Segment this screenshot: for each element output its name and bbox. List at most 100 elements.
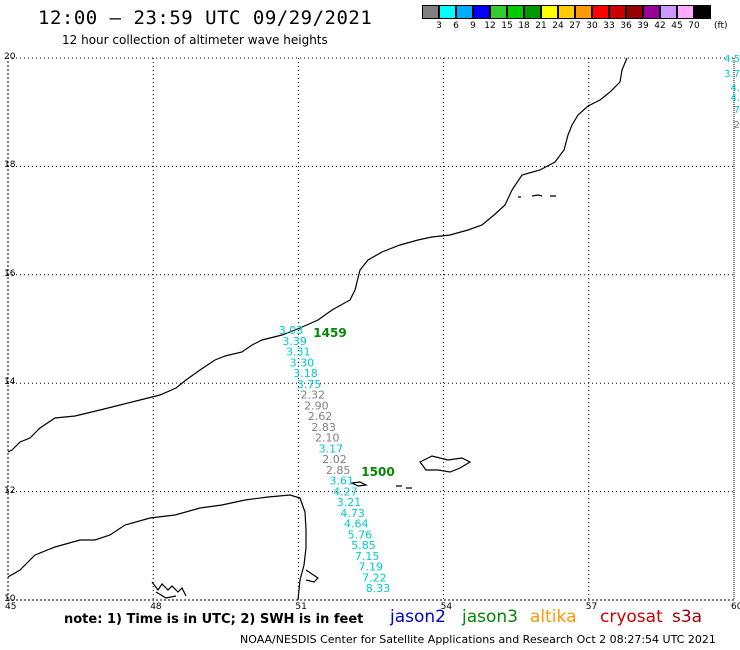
swh-reading: 4.27: [333, 485, 358, 498]
lon-tick-label: 45: [5, 602, 17, 612]
swh-reading: 7.15: [355, 550, 380, 563]
swh-reading: 3.03: [279, 324, 304, 337]
legend-swatch: [592, 5, 609, 19]
swh-reading: 3.18: [293, 367, 318, 380]
legend-label: 6: [453, 21, 459, 31]
swh-reading: 5.76: [348, 528, 373, 541]
legend-label: 27: [569, 21, 581, 31]
pass-time-label: 1459: [313, 326, 346, 340]
legend-swatch: [626, 5, 643, 19]
abd-al-kuri-island: [349, 481, 369, 487]
color-legend: 3 6 9 12 15 18 21 24 27 30 33 36 39 42 45 70 (ft): [422, 5, 728, 31]
swh-reading: 3.61: [330, 475, 355, 488]
edge-swh-reading: 2: [734, 120, 740, 131]
graticule: [7, 57, 735, 601]
legend-swatches: [422, 5, 711, 19]
swh-reading: 8.33: [366, 582, 391, 595]
map-frame: [7, 57, 735, 601]
legend-label: 33: [603, 21, 615, 31]
lat-tick-label: 14: [4, 377, 16, 388]
legend-swatch: [541, 5, 558, 19]
swh-reading: 2.85: [326, 464, 351, 477]
legend-swatch: [473, 5, 490, 19]
legend-label: 39: [637, 21, 649, 31]
legend-swatch: [677, 5, 694, 19]
swh-reading: 2.83: [311, 421, 336, 434]
swh-reading: 4.64: [344, 518, 369, 531]
lon-tick-label: 57: [585, 602, 598, 612]
swh-reading: 4.73: [340, 507, 365, 520]
legend-unit: (ft): [714, 21, 728, 31]
footer-note: note: 1) Time is in UTC; 2) SWH is in fe…: [64, 612, 364, 627]
legend-label: 42: [654, 21, 666, 31]
satellite-label-altika: altika: [530, 607, 577, 627]
swh-reading: 3.31: [286, 346, 311, 359]
legend-label: 3: [436, 21, 442, 31]
swh-reading: 2.90: [304, 399, 329, 412]
lat-tick-label: 10: [4, 594, 16, 604]
coastline: [7, 57, 628, 601]
swh-reading: 2.02: [322, 453, 347, 466]
swh-reading: 2.32: [301, 389, 326, 402]
lon-tick-label: 51: [295, 602, 307, 612]
legend-swatch: [439, 5, 456, 19]
credit-line: NOAA/NESDIS Center for Satellite Applica…: [240, 633, 716, 646]
legend-label: 36: [620, 21, 632, 31]
swh-reading: 3.17: [319, 442, 344, 455]
edge-swh-reading: 3.7: [724, 69, 740, 80]
legend-swatch: [507, 5, 524, 19]
swh-reading: 3.75: [297, 378, 322, 391]
lat-tick-label: 12: [4, 485, 16, 496]
edge-swh-reading: 4.: [730, 83, 740, 94]
swh-reading: 5.85: [351, 539, 376, 552]
swh-reading: 3.21: [337, 496, 362, 509]
legend-swatch: [660, 5, 677, 19]
legend-label: 15: [501, 21, 513, 31]
legend-labels: 3 6 9 12 15 18 21 24 27 30 33 36 39 42 45 70 (ft): [422, 21, 740, 35]
legend-swatch: [524, 5, 541, 19]
legend-label: 45: [671, 21, 683, 31]
satellite-label-s3a: s3a: [672, 607, 703, 627]
legend-swatch: [490, 5, 507, 19]
samhah-island: [396, 485, 412, 489]
lat-tick-label: 18: [4, 160, 16, 171]
legend-label: 9: [470, 21, 476, 31]
satellite-label-cryosat: cryosat: [600, 607, 663, 627]
satellite-label-jason3: jason3: [462, 607, 518, 627]
edge-swh-reading: 4.5: [724, 54, 740, 65]
swh-reading: 7.22: [362, 571, 387, 584]
swh-reading: 3.39: [282, 335, 307, 348]
legend-label: 18: [518, 21, 530, 31]
somali-coastline: [7, 494, 307, 601]
lon-tick-label: 60: [731, 602, 740, 612]
lat-tick-label: 20: [4, 52, 16, 62]
arabian-coastline: [7, 57, 628, 453]
lon-tick-label: 54: [440, 602, 453, 612]
legend-swatch: [694, 5, 711, 19]
legend-swatch: [609, 5, 626, 19]
legend-swatch: [456, 5, 473, 19]
legend-label: 12: [484, 21, 496, 31]
somali-inland-feature: [151, 581, 187, 599]
satellite-label-jason2: jason2: [390, 607, 446, 627]
pass-time-label: 1500: [361, 465, 394, 479]
legend-label: 70: [688, 21, 700, 31]
legend-swatch: [422, 5, 439, 19]
ras-hafun-coast: [305, 569, 319, 583]
legend-label: 30: [586, 21, 598, 31]
map-title: 12:00 – 23:59 UTC 09/29/2021: [38, 7, 373, 29]
kuria-muria-islands: [518, 194, 556, 198]
lat-tick-label: 16: [4, 268, 16, 279]
swh-reading: 2.10: [315, 432, 340, 445]
lon-tick-label: 48: [150, 602, 162, 612]
swh-reading: 7.19: [359, 561, 384, 574]
legend-swatch: [575, 5, 592, 19]
edge-swh-reading: 4.: [730, 93, 740, 104]
socotra-island: [419, 455, 472, 473]
swh-reading: 3.30: [290, 356, 315, 369]
legend-swatch: [643, 5, 660, 19]
map-subtitle: 12 hour collection of altimeter wave hei…: [62, 33, 328, 47]
altimeter-track: 3.033.393.313.303.183.752.322.902.622.83…: [279, 54, 740, 595]
legend-label: 21: [535, 21, 547, 31]
